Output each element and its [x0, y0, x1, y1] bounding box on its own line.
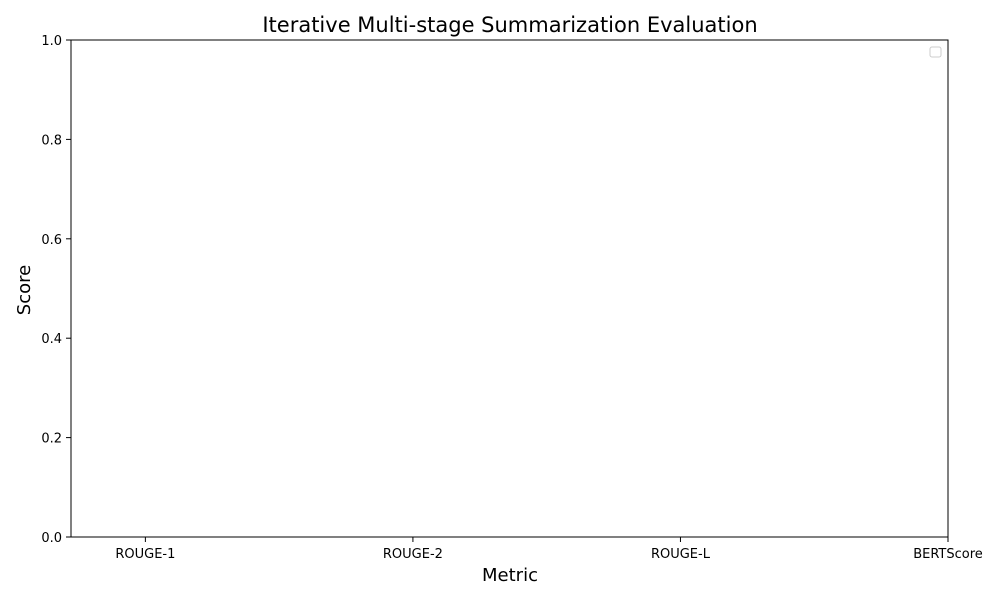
y-tick-label: 1.0	[41, 34, 62, 49]
y-tick-label: 0.6	[41, 233, 62, 248]
x-tick-label: ROUGE-L	[651, 547, 711, 562]
y-tick-label: 0.0	[41, 531, 62, 546]
x-axis-label: Metric	[482, 565, 538, 586]
plot-area	[70, 39, 949, 538]
legend-box	[929, 46, 942, 58]
y-axis-label: Score	[14, 265, 35, 315]
x-tick-label: ROUGE-2	[383, 547, 443, 562]
y-tick-label: 0.8	[41, 133, 62, 148]
y-axis-ticks: 0.0 0.2 0.4 0.6 0.8 1.0	[41, 34, 71, 546]
y-tick-label: 0.2	[41, 432, 62, 447]
x-tick-label: BERTScore	[913, 547, 983, 562]
x-axis-ticks: ROUGE-1 ROUGE-2 ROUGE-L BERTScore	[115, 537, 983, 562]
chart-title: Iterative Multi-stage Summarization Eval…	[262, 13, 757, 37]
y-tick-label: 0.4	[41, 332, 62, 347]
x-tick-label: ROUGE-1	[115, 547, 175, 562]
